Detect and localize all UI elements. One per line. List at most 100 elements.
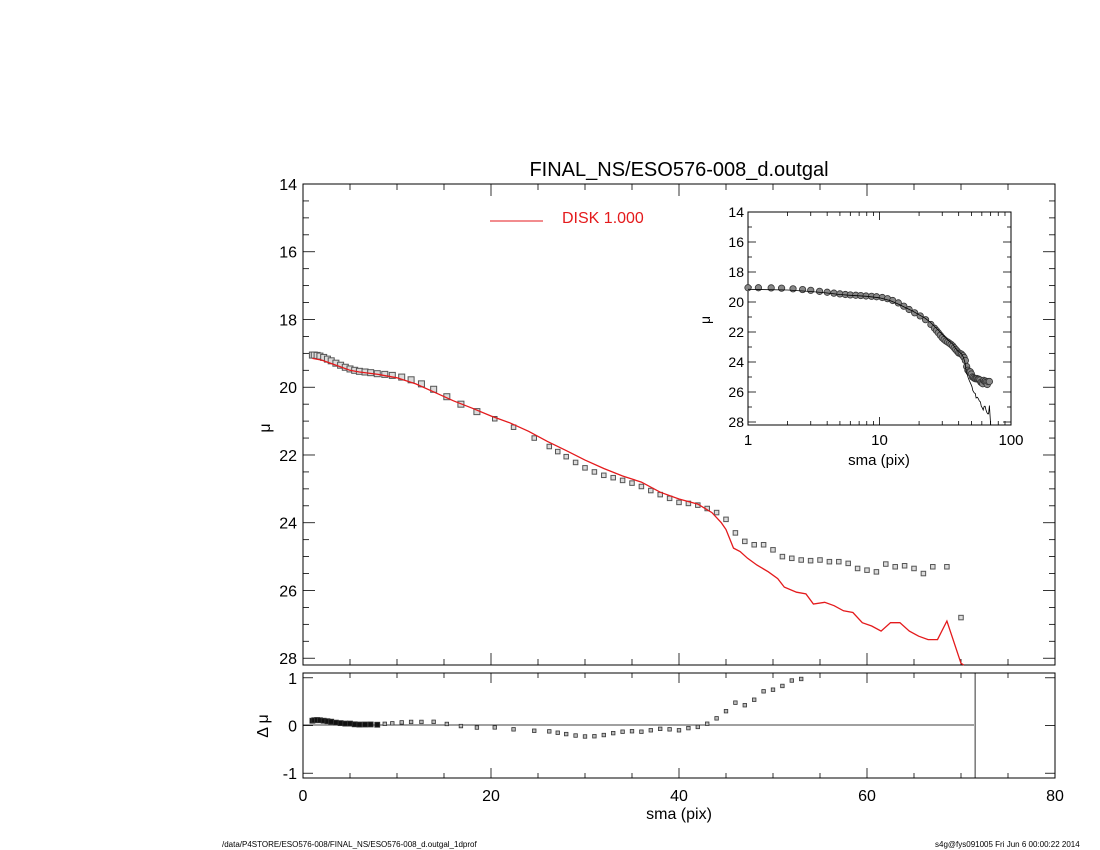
data-point bbox=[629, 480, 635, 486]
data-point bbox=[883, 561, 889, 567]
residual-point bbox=[761, 689, 766, 694]
data-points bbox=[308, 351, 964, 621]
y-tick-label: 26 bbox=[279, 583, 297, 600]
inset-data-point bbox=[798, 285, 807, 294]
residual-point bbox=[408, 719, 414, 725]
data-point bbox=[817, 557, 823, 563]
x-tick-label: 60 bbox=[858, 788, 876, 805]
residual-point bbox=[342, 720, 349, 727]
inset-data-point bbox=[823, 288, 831, 296]
residual-y-axis-label: Δ μ bbox=[255, 714, 272, 737]
data-point bbox=[638, 483, 645, 490]
residual-plot-frame bbox=[302, 672, 1056, 779]
residual-point bbox=[390, 721, 395, 726]
data-point bbox=[770, 547, 776, 553]
data-point bbox=[381, 370, 389, 378]
data-point bbox=[930, 564, 936, 570]
residual-point bbox=[620, 729, 625, 734]
data-point bbox=[531, 435, 537, 441]
disk-model-line bbox=[312, 357, 965, 666]
data-point bbox=[944, 564, 950, 570]
residual-point bbox=[611, 730, 616, 736]
inset-data-point bbox=[744, 284, 752, 292]
data-point bbox=[901, 563, 908, 569]
residual-point bbox=[492, 725, 497, 730]
y-tick-label: 28 bbox=[279, 651, 297, 668]
residual-point bbox=[752, 697, 757, 702]
data-point bbox=[388, 371, 396, 379]
data-point bbox=[920, 570, 927, 577]
x-axis-label: sma (pix) bbox=[646, 806, 712, 823]
data-point bbox=[732, 530, 739, 536]
data-point bbox=[648, 487, 654, 494]
data-point bbox=[789, 555, 795, 562]
residual-point bbox=[474, 725, 480, 730]
footer-timestamp: s4g@fys091005 Fri Jun 6 00:00:22 2014 bbox=[935, 840, 1080, 849]
residual-point bbox=[399, 720, 404, 725]
residual-point bbox=[639, 729, 644, 734]
residual-point bbox=[458, 723, 464, 729]
data-point bbox=[798, 557, 804, 563]
data-point bbox=[751, 542, 757, 548]
y-tick-label: 22 bbox=[279, 448, 297, 465]
residual-point bbox=[714, 716, 719, 721]
residual-point bbox=[419, 719, 424, 725]
residual-point bbox=[532, 728, 537, 733]
data-point bbox=[619, 477, 626, 484]
data-point bbox=[723, 516, 729, 523]
y-tick-label: 20 bbox=[279, 380, 297, 397]
y-tick-label: 18 bbox=[279, 312, 297, 329]
inset-x-tick-labels: 1 10 100 bbox=[744, 432, 1024, 449]
inset-data-point bbox=[985, 377, 993, 386]
residual-point bbox=[337, 720, 344, 727]
data-point bbox=[779, 553, 786, 560]
residual-y-tick-label: -1 bbox=[283, 766, 297, 783]
data-point bbox=[398, 373, 406, 381]
inset-data-point bbox=[777, 284, 786, 292]
residual-point bbox=[667, 727, 672, 732]
residual-point bbox=[592, 734, 597, 739]
residual-point bbox=[658, 726, 663, 731]
data-point bbox=[836, 558, 842, 565]
inset-x-axis-label: sma (pix) bbox=[848, 452, 910, 469]
residual-point bbox=[328, 718, 335, 725]
footer-file-path: /data/P4STORE/ESO576-008/FINAL_NS/ESO576… bbox=[222, 840, 477, 849]
y-tick-label: 24 bbox=[279, 516, 297, 533]
inset-data-point bbox=[961, 356, 969, 365]
residual-ticks bbox=[302, 673, 1056, 778]
data-point bbox=[554, 448, 561, 455]
residual-y-tick-label: 0 bbox=[288, 719, 297, 736]
x-tick-labels: 0 20 40 60 80 bbox=[299, 788, 1064, 805]
residual-point bbox=[382, 721, 387, 726]
data-point bbox=[845, 560, 851, 567]
residual-point bbox=[547, 729, 552, 734]
residual-point bbox=[695, 724, 700, 730]
main-y-axis-label: μ bbox=[257, 423, 274, 432]
inset-model-line bbox=[747, 288, 992, 426]
inset-x-tick-label: 100 bbox=[998, 432, 1023, 449]
residual-point bbox=[723, 709, 729, 714]
residual-point bbox=[564, 731, 569, 737]
residual-point bbox=[444, 721, 449, 727]
inset-data-point bbox=[754, 284, 763, 292]
chart-title: FINAL_NS/ESO576-008_d.outgal bbox=[529, 159, 828, 181]
inset-y-tick-label: 16 bbox=[728, 234, 744, 250]
data-point bbox=[601, 472, 607, 479]
data-point bbox=[610, 474, 616, 481]
residual-point bbox=[686, 725, 691, 731]
residual-point bbox=[362, 721, 368, 728]
inset-data-point bbox=[789, 285, 797, 293]
inset-y-tick-labels: 14 16 18 20 22 24 26 28 bbox=[728, 204, 744, 430]
data-point bbox=[713, 509, 720, 516]
residual-point bbox=[374, 721, 381, 728]
residual-point bbox=[511, 727, 516, 732]
inset-y-tick-label: 26 bbox=[728, 384, 744, 400]
residual-point bbox=[742, 703, 747, 708]
inset-plot-frame bbox=[747, 211, 1012, 426]
data-point bbox=[572, 459, 579, 466]
inset-data-point bbox=[815, 287, 824, 295]
residual-point bbox=[780, 683, 785, 689]
residual-point bbox=[356, 721, 363, 728]
data-point bbox=[892, 564, 898, 570]
